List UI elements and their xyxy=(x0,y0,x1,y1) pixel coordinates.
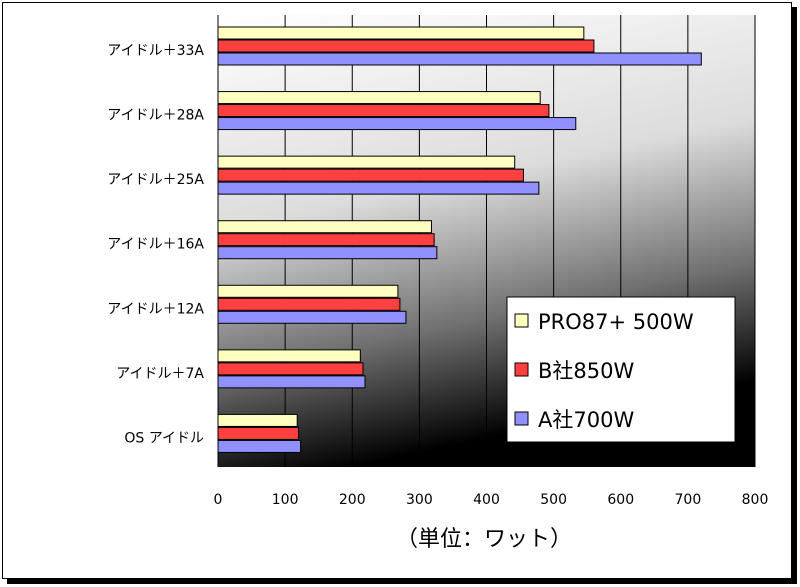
legend-label: A社700W xyxy=(538,408,634,432)
category-label: アイドル＋12A xyxy=(107,301,204,317)
bar xyxy=(217,349,361,363)
bar xyxy=(217,117,577,131)
legend-box xyxy=(506,296,736,443)
bar xyxy=(217,439,302,453)
bar xyxy=(217,413,298,427)
legend-label: B社850W xyxy=(538,359,634,383)
legend-swatch xyxy=(514,362,529,377)
x-tick-label: 0 xyxy=(214,492,223,508)
x-tick-label: 500 xyxy=(540,492,567,508)
bar xyxy=(217,39,595,53)
x-tick-label: 300 xyxy=(406,492,433,508)
bar xyxy=(217,426,300,440)
bar xyxy=(217,91,541,105)
category-label: アイドル＋25A xyxy=(107,172,204,188)
bar xyxy=(217,297,401,311)
bar xyxy=(217,362,364,376)
x-tick-label: 100 xyxy=(272,492,299,508)
bar xyxy=(217,52,702,66)
bar xyxy=(217,181,540,195)
x-tick-label: 800 xyxy=(742,492,769,508)
bar xyxy=(217,375,366,389)
bar xyxy=(217,310,407,324)
category-label: アイドル＋33A xyxy=(107,43,204,59)
legend-swatch xyxy=(514,313,529,328)
bar xyxy=(217,155,516,169)
bar xyxy=(217,26,585,40)
x-tick-labels: 0 100 200 300 400 500 600 700 800 xyxy=(214,492,769,508)
category-label: アイドル＋7A xyxy=(116,366,204,382)
x-tick-label: 200 xyxy=(339,492,366,508)
bar xyxy=(217,233,435,247)
category-label: アイドル＋28A xyxy=(107,108,204,124)
bar xyxy=(217,220,432,234)
legend-label: PRO87+ 500W xyxy=(538,310,694,334)
bars xyxy=(217,15,702,467)
x-tick-label: 400 xyxy=(473,492,500,508)
x-axis-title: （単位：ワット） xyxy=(396,527,572,552)
category-label: アイドル＋16A xyxy=(107,237,204,253)
legend-swatch xyxy=(514,411,529,426)
category-label: OS アイドル xyxy=(124,430,204,446)
x-tick-label: 700 xyxy=(675,492,702,508)
x-tick-label: 600 xyxy=(607,492,634,508)
category-labels: アイドル＋33A アイドル＋28A アイドル＋25A アイドル＋16A アイドル＋12A… xyxy=(107,43,204,446)
bar xyxy=(217,246,438,260)
legend: PRO87+ 500W B社850W A社700W xyxy=(506,296,736,443)
bar xyxy=(217,104,550,118)
bar xyxy=(217,284,399,298)
bar xyxy=(217,168,524,182)
